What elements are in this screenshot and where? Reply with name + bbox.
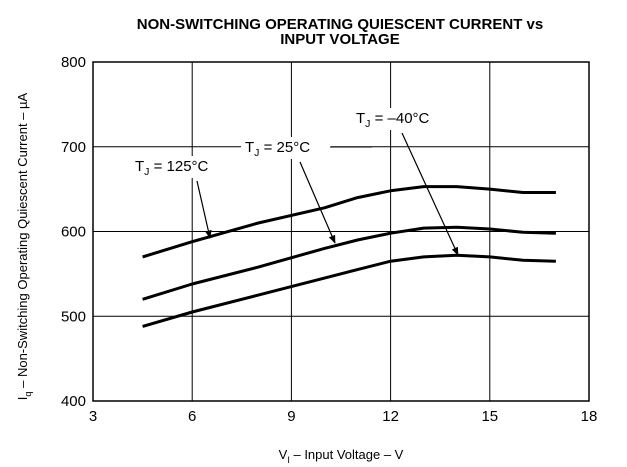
y-tick-label: 800 xyxy=(61,54,86,71)
series-line xyxy=(142,253,556,328)
series-line xyxy=(142,225,556,301)
x-axis-label: VI – Input Voltage – V xyxy=(279,447,404,465)
series-line xyxy=(142,185,556,259)
plot-frame xyxy=(92,61,590,402)
annotation: TJ = 25°C xyxy=(245,139,310,159)
annotation-bg xyxy=(131,156,231,178)
y-axis-label-subscript: q xyxy=(23,392,33,397)
y-axis-label: Iq – Non-Switching Operating Quiescent C… xyxy=(15,92,33,400)
y-tick-label: 500 xyxy=(61,308,86,325)
annotation-subscript: J xyxy=(254,147,259,159)
annotation: TJ = 125°C xyxy=(135,158,209,178)
x-tick-label: 18 xyxy=(581,408,598,425)
annotation-symbol: T xyxy=(135,158,144,175)
x-tick-label: 3 xyxy=(89,408,97,425)
x-tick-label: 6 xyxy=(188,408,196,425)
chart-title: INPUT VOLTAGE xyxy=(280,31,399,48)
annotation-arrow xyxy=(196,180,212,239)
annotation-bg xyxy=(241,137,331,159)
y-tick-label: 600 xyxy=(61,224,86,241)
annotation-bg xyxy=(352,108,452,130)
x-tick-label: 9 xyxy=(287,408,295,425)
x-tick-label: 12 xyxy=(382,408,399,425)
annotation-arrow xyxy=(299,161,336,244)
annotation: TJ = –40°C xyxy=(356,110,430,130)
annotation-text: = –40°C xyxy=(370,110,429,127)
annotation-subscript: J xyxy=(365,118,370,130)
y-axis-label-text: – Non-Switching Operating Quiescent Curr… xyxy=(15,92,30,391)
chart-title: NON-SWITCHING OPERATING QUIESCENT CURREN… xyxy=(137,16,543,33)
annotation-text: = 125°C xyxy=(149,158,208,175)
y-tick-label: 400 xyxy=(61,393,86,410)
annotation-text: = 25°C xyxy=(259,139,310,156)
x-axis-label-subscript: I xyxy=(287,455,290,465)
x-axis-label-text: – Input Voltage – V xyxy=(290,447,404,462)
x-tick-label: 15 xyxy=(481,408,498,425)
y-axis-label-symbol: I xyxy=(15,397,30,401)
y-tick-label: 700 xyxy=(61,139,86,156)
annotation-arrow xyxy=(401,132,459,256)
annotation-subscript: J xyxy=(144,166,149,178)
annotation-symbol: T xyxy=(245,139,254,156)
x-axis-label-symbol: V xyxy=(279,447,288,462)
annotation-symbol: T xyxy=(356,110,365,127)
